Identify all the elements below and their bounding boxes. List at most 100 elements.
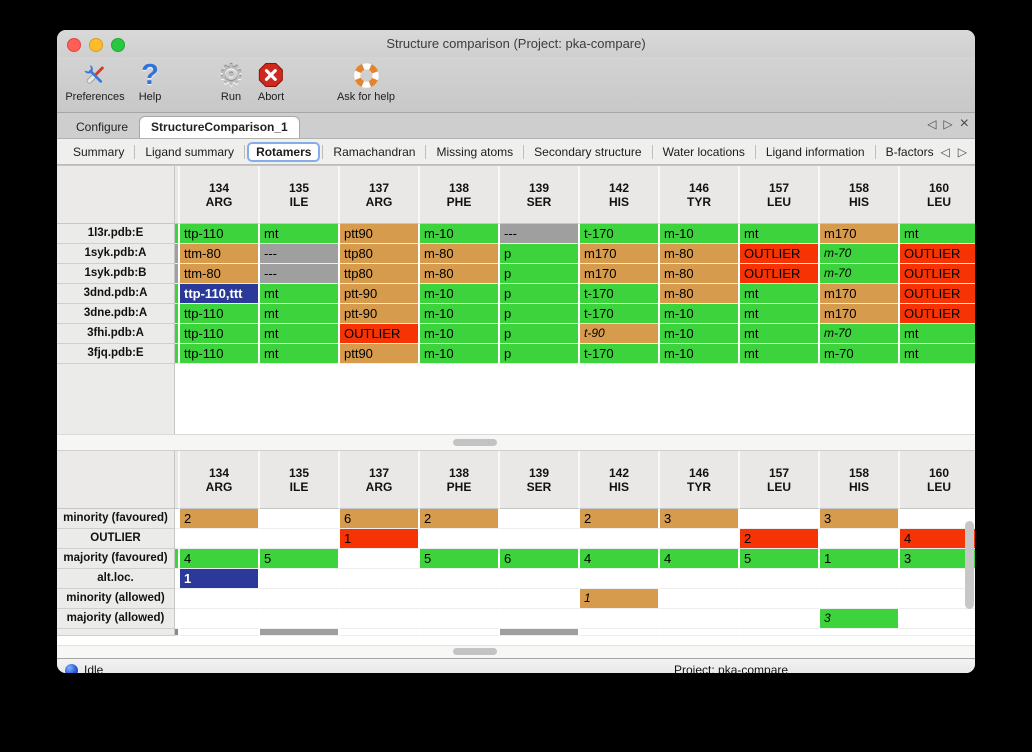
value-cell-157[interactable]: mt	[740, 304, 820, 324]
value-cell-134[interactable]: ttm-80	[180, 244, 260, 264]
value-cell-158[interactable]: 3	[820, 509, 900, 529]
value-cell-139[interactable]: p	[500, 304, 580, 324]
scroll-subtabs-left-icon[interactable]: ◁	[940, 144, 950, 159]
value-cell-138[interactable]	[420, 569, 500, 589]
bottom-splitter-handle[interactable]	[453, 648, 497, 655]
value-cell-158[interactable]: m170	[820, 304, 900, 324]
value-cell-160[interactable]: 4	[900, 529, 975, 549]
value-cell-146[interactable]: m-10	[660, 304, 740, 324]
tab-rotamers[interactable]: Rotamers	[247, 141, 321, 162]
value-cell-139[interactable]	[500, 509, 580, 529]
tab-summary[interactable]: Summary	[73, 144, 125, 159]
value-cell-137[interactable]: 6	[340, 509, 420, 529]
value-cell-142[interactable]: t-170	[580, 224, 660, 244]
scroll-tabs-left-icon[interactable]: ◁	[927, 117, 937, 131]
value-cell-139[interactable]	[500, 589, 580, 609]
vertical-scrollbar-thumb[interactable]	[965, 521, 974, 609]
tab-missing-atoms[interactable]: Missing atoms	[436, 144, 514, 159]
value-cell-158[interactable]: 1	[820, 549, 900, 569]
value-cell-157[interactable]: OUTLIER	[740, 244, 820, 264]
value-cell-142[interactable]	[580, 569, 660, 589]
value-cell-138[interactable]: m-80	[420, 244, 500, 264]
value-cell-142[interactable]: t-170	[580, 304, 660, 324]
value-cell-158[interactable]: 3	[820, 609, 900, 629]
scroll-tabs-right-icon[interactable]: ▷	[943, 117, 953, 131]
close-tab-icon[interactable]: ×	[959, 115, 969, 132]
run-button[interactable]: ⚙ Run	[218, 60, 244, 103]
value-cell-135[interactable]: mt	[260, 324, 340, 344]
value-cell-134[interactable]: 1	[180, 569, 260, 589]
value-cell-160[interactable]: OUTLIER	[900, 304, 975, 324]
value-cell-139[interactable]: p	[500, 244, 580, 264]
value-cell-160[interactable]: 3	[900, 549, 975, 569]
value-cell-158[interactable]: m-70	[820, 264, 900, 284]
value-cell-134[interactable]	[180, 589, 260, 609]
value-cell-142[interactable]: 4	[580, 549, 660, 569]
value-cell-157[interactable]: mt	[740, 284, 820, 304]
value-cell-135[interactable]	[260, 589, 340, 609]
value-cell-158[interactable]: m170	[820, 284, 900, 304]
value-cell-134[interactable]: ttp-110	[180, 324, 260, 344]
value-cell-146[interactable]: m-10	[660, 344, 740, 364]
value-cell-138[interactable]	[420, 589, 500, 609]
value-cell-142[interactable]: m170	[580, 244, 660, 264]
value-cell-138[interactable]	[420, 529, 500, 549]
value-cell-135[interactable]	[260, 529, 340, 549]
value-cell-146[interactable]	[660, 589, 740, 609]
value-cell-135[interactable]: 5	[260, 549, 340, 569]
value-cell-157[interactable]: OUTLIER	[740, 264, 820, 284]
value-cell-134[interactable]	[180, 529, 260, 549]
tab-secondary-structure[interactable]: Secondary structure	[534, 144, 642, 159]
value-cell-138[interactable]: m-10	[420, 324, 500, 344]
value-cell-158[interactable]: m-70	[820, 344, 900, 364]
value-cell-146[interactable]: m-80	[660, 244, 740, 264]
zoom-window-button[interactable]	[111, 37, 125, 52]
value-cell-146[interactable]: m-80	[660, 284, 740, 304]
value-cell-158[interactable]: m-70	[820, 244, 900, 264]
value-cell-134[interactable]	[180, 609, 260, 629]
value-cell-157[interactable]	[740, 589, 820, 609]
value-cell-160[interactable]: mt	[900, 344, 975, 364]
value-cell-146[interactable]: m-10	[660, 324, 740, 344]
value-cell-134[interactable]: ttp-110,ttt	[180, 284, 260, 304]
value-cell-139[interactable]: p	[500, 284, 580, 304]
tab-ligand-summary[interactable]: Ligand summary	[145, 144, 235, 159]
value-cell-160[interactable]: mt	[900, 224, 975, 244]
value-cell-142[interactable]	[580, 529, 660, 549]
value-cell-142[interactable]: m170	[580, 264, 660, 284]
value-cell-137[interactable]: OUTLIER	[340, 324, 420, 344]
value-cell-139[interactable]: p	[500, 264, 580, 284]
value-cell-138[interactable]: m-10	[420, 304, 500, 324]
value-cell-139[interactable]: 6	[500, 549, 580, 569]
value-cell-135[interactable]: ---	[260, 264, 340, 284]
value-cell-157[interactable]	[740, 569, 820, 589]
ask-for-help-button[interactable]: Ask for help	[337, 60, 395, 103]
tab-water-locations[interactable]: Water locations	[662, 144, 745, 159]
help-button[interactable]: ? Help	[139, 60, 162, 103]
value-cell-142[interactable]: t-170	[580, 284, 660, 304]
value-cell-157[interactable]: 5	[740, 549, 820, 569]
value-cell-160[interactable]	[900, 509, 975, 529]
value-cell-137[interactable]: ptt90	[340, 344, 420, 364]
value-cell-160[interactable]	[900, 589, 975, 609]
close-window-button[interactable]	[67, 37, 81, 52]
value-cell-139[interactable]	[500, 529, 580, 549]
value-cell-157[interactable]: mt	[740, 324, 820, 344]
value-cell-134[interactable]: ttp-110	[180, 344, 260, 364]
value-cell-135[interactable]: ---	[260, 244, 340, 264]
value-cell-134[interactable]: ttm-80	[180, 264, 260, 284]
value-cell-146[interactable]	[660, 529, 740, 549]
value-cell-138[interactable]: 2	[420, 509, 500, 529]
value-cell-138[interactable]: m-80	[420, 264, 500, 284]
value-cell-158[interactable]	[820, 569, 900, 589]
value-cell-160[interactable]: mt	[900, 324, 975, 344]
value-cell-142[interactable]: 1	[580, 589, 660, 609]
value-cell-135[interactable]: mt	[260, 344, 340, 364]
value-cell-157[interactable]	[740, 609, 820, 629]
value-cell-138[interactable]: m-10	[420, 344, 500, 364]
value-cell-160[interactable]: OUTLIER	[900, 244, 975, 264]
value-cell-134[interactable]: ttp-110	[180, 304, 260, 324]
abort-button[interactable]: Abort	[258, 60, 284, 103]
value-cell-160[interactable]: OUTLIER	[900, 284, 975, 304]
value-cell-158[interactable]: m170	[820, 224, 900, 244]
